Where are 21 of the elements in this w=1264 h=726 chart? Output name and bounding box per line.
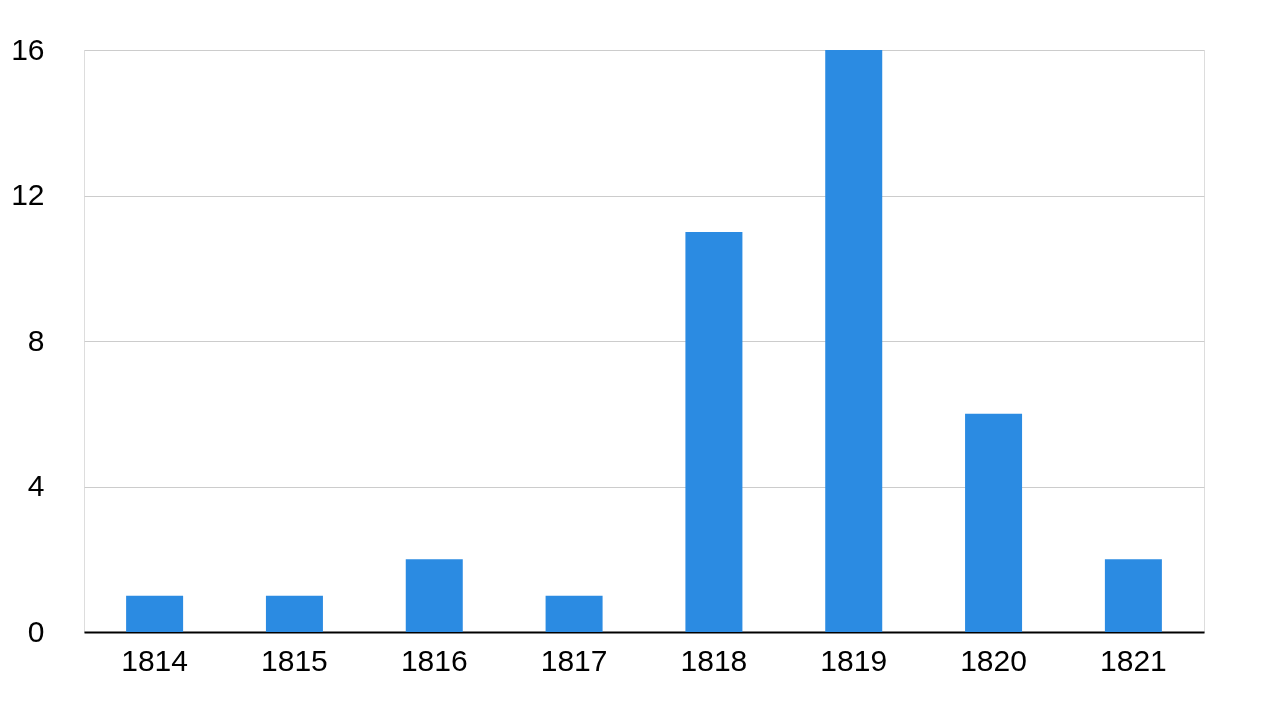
bar [405, 559, 463, 632]
bar [1104, 559, 1162, 632]
bar [685, 231, 743, 632]
y-tick-label: 16 [11, 32, 45, 66]
bar [126, 595, 184, 632]
x-tick-label: 1814 [121, 643, 188, 677]
bar [825, 50, 883, 632]
y-tick-label: 0 [27, 614, 45, 648]
x-tick-label: 1815 [261, 643, 328, 677]
bar [265, 595, 323, 632]
x-tick-label: 1818 [680, 643, 748, 677]
x-tick-label: 1816 [400, 643, 468, 677]
x-tick-label: 1817 [540, 643, 608, 677]
bar [545, 595, 603, 632]
x-tick-label: 1819 [820, 643, 888, 677]
y-tick-label: 8 [27, 323, 45, 357]
y-tick-label: 12 [11, 178, 45, 211]
x-tick-label: 1821 [1100, 643, 1167, 677]
bar [965, 413, 1023, 632]
y-tick-label: 4 [27, 469, 45, 502]
x-tick-label: 1820 [960, 643, 1027, 677]
